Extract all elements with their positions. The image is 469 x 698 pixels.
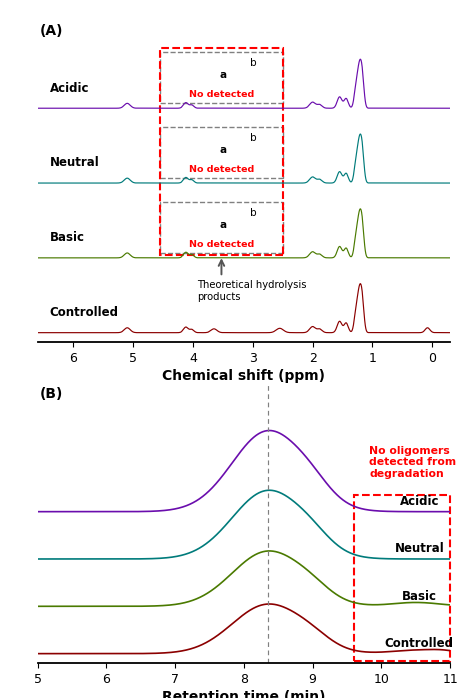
Text: (B): (B)	[39, 387, 63, 401]
Bar	[160, 202, 283, 253]
Text: No detected: No detected	[189, 91, 254, 100]
Text: No detected: No detected	[189, 165, 254, 174]
Text: No detected: No detected	[189, 240, 254, 249]
Bar	[160, 127, 283, 178]
Text: Basic: Basic	[50, 231, 84, 244]
Bar	[160, 52, 283, 103]
Text: Controlled: Controlled	[50, 306, 119, 319]
X-axis label: Chemical shift (ppm): Chemical shift (ppm)	[162, 369, 325, 383]
Text: Controlled: Controlled	[385, 637, 454, 650]
Text: Acidic: Acidic	[50, 82, 89, 94]
Text: No oligomers
detected from
degradation: No oligomers detected from degradation	[369, 445, 456, 479]
Text: Theoretical hydrolysis
products: Theoretical hydrolysis products	[197, 281, 307, 302]
Text: b: b	[250, 208, 256, 218]
Bar	[354, 495, 450, 661]
Text: Basic: Basic	[402, 590, 437, 602]
Text: b: b	[250, 133, 256, 143]
Text: Neutral: Neutral	[50, 156, 99, 170]
Text: a: a	[219, 220, 227, 230]
Bar	[160, 48, 283, 255]
Text: Neutral: Neutral	[394, 542, 444, 555]
Text: (A): (A)	[39, 24, 63, 38]
Text: Acidic: Acidic	[400, 495, 439, 508]
Text: b: b	[250, 59, 256, 68]
X-axis label: Retention time (min): Retention time (min)	[162, 690, 325, 698]
Text: a: a	[219, 145, 227, 155]
Text: a: a	[219, 70, 227, 80]
